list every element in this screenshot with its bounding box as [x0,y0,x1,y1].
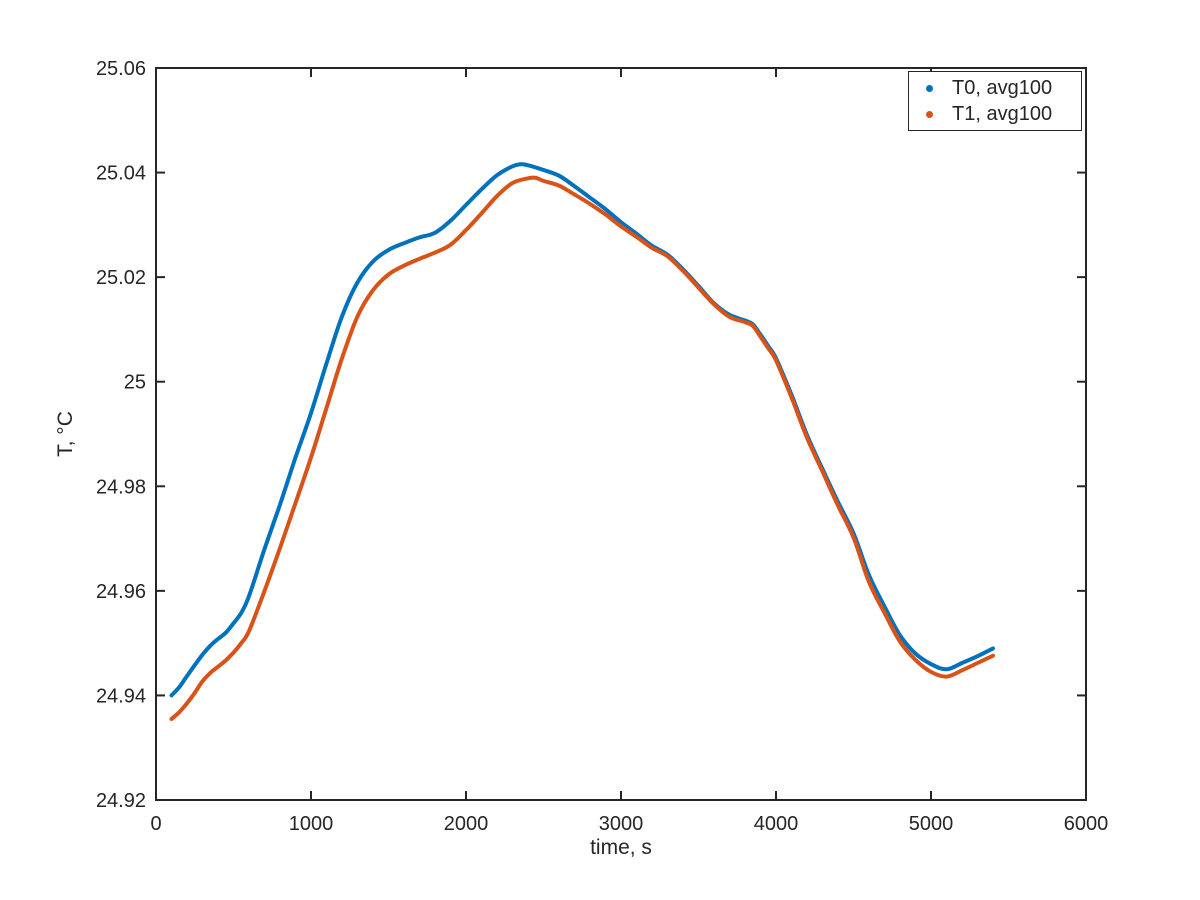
x-tick-label: 3000 [599,813,644,835]
y-axis-label: T, °C [54,411,77,457]
legend-marker-dot-icon [926,84,933,92]
legend-marker-dot-icon [926,110,933,118]
y-tick-label: 25.04 [96,163,146,185]
legend-label-0: T0, avg100 [952,77,1053,99]
y-tick-label: 25.06 [96,58,146,80]
x-tick-label: 5000 [909,813,954,835]
y-tick-label: 25.02 [96,267,146,289]
series-curve-0 [169,162,995,698]
legend-item-0: T0, avg100 [909,76,1081,100]
legend: T0, avg100 T1, avg100 [908,71,1082,131]
y-tick-label: 24.96 [96,581,146,603]
y-tick-label: 24.98 [96,476,146,498]
x-tick-label: 4000 [754,813,799,835]
axes-box [155,67,1087,801]
legend-item-1: T1, avg100 [909,102,1081,126]
y-tick-label: 24.92 [96,790,146,812]
x-tick-label: 0 [150,813,161,835]
x-tick-label: 2000 [444,813,489,835]
series-curve-1 [169,175,995,721]
legend-label-1: T1, avg100 [952,103,1053,125]
y-tick-label: 24.94 [96,685,146,707]
x-tick-label: 6000 [1064,813,1109,835]
x-tick-label: 1000 [289,813,334,835]
y-tick-label: 25 [124,372,146,394]
x-axis-label: time, s [590,836,652,859]
